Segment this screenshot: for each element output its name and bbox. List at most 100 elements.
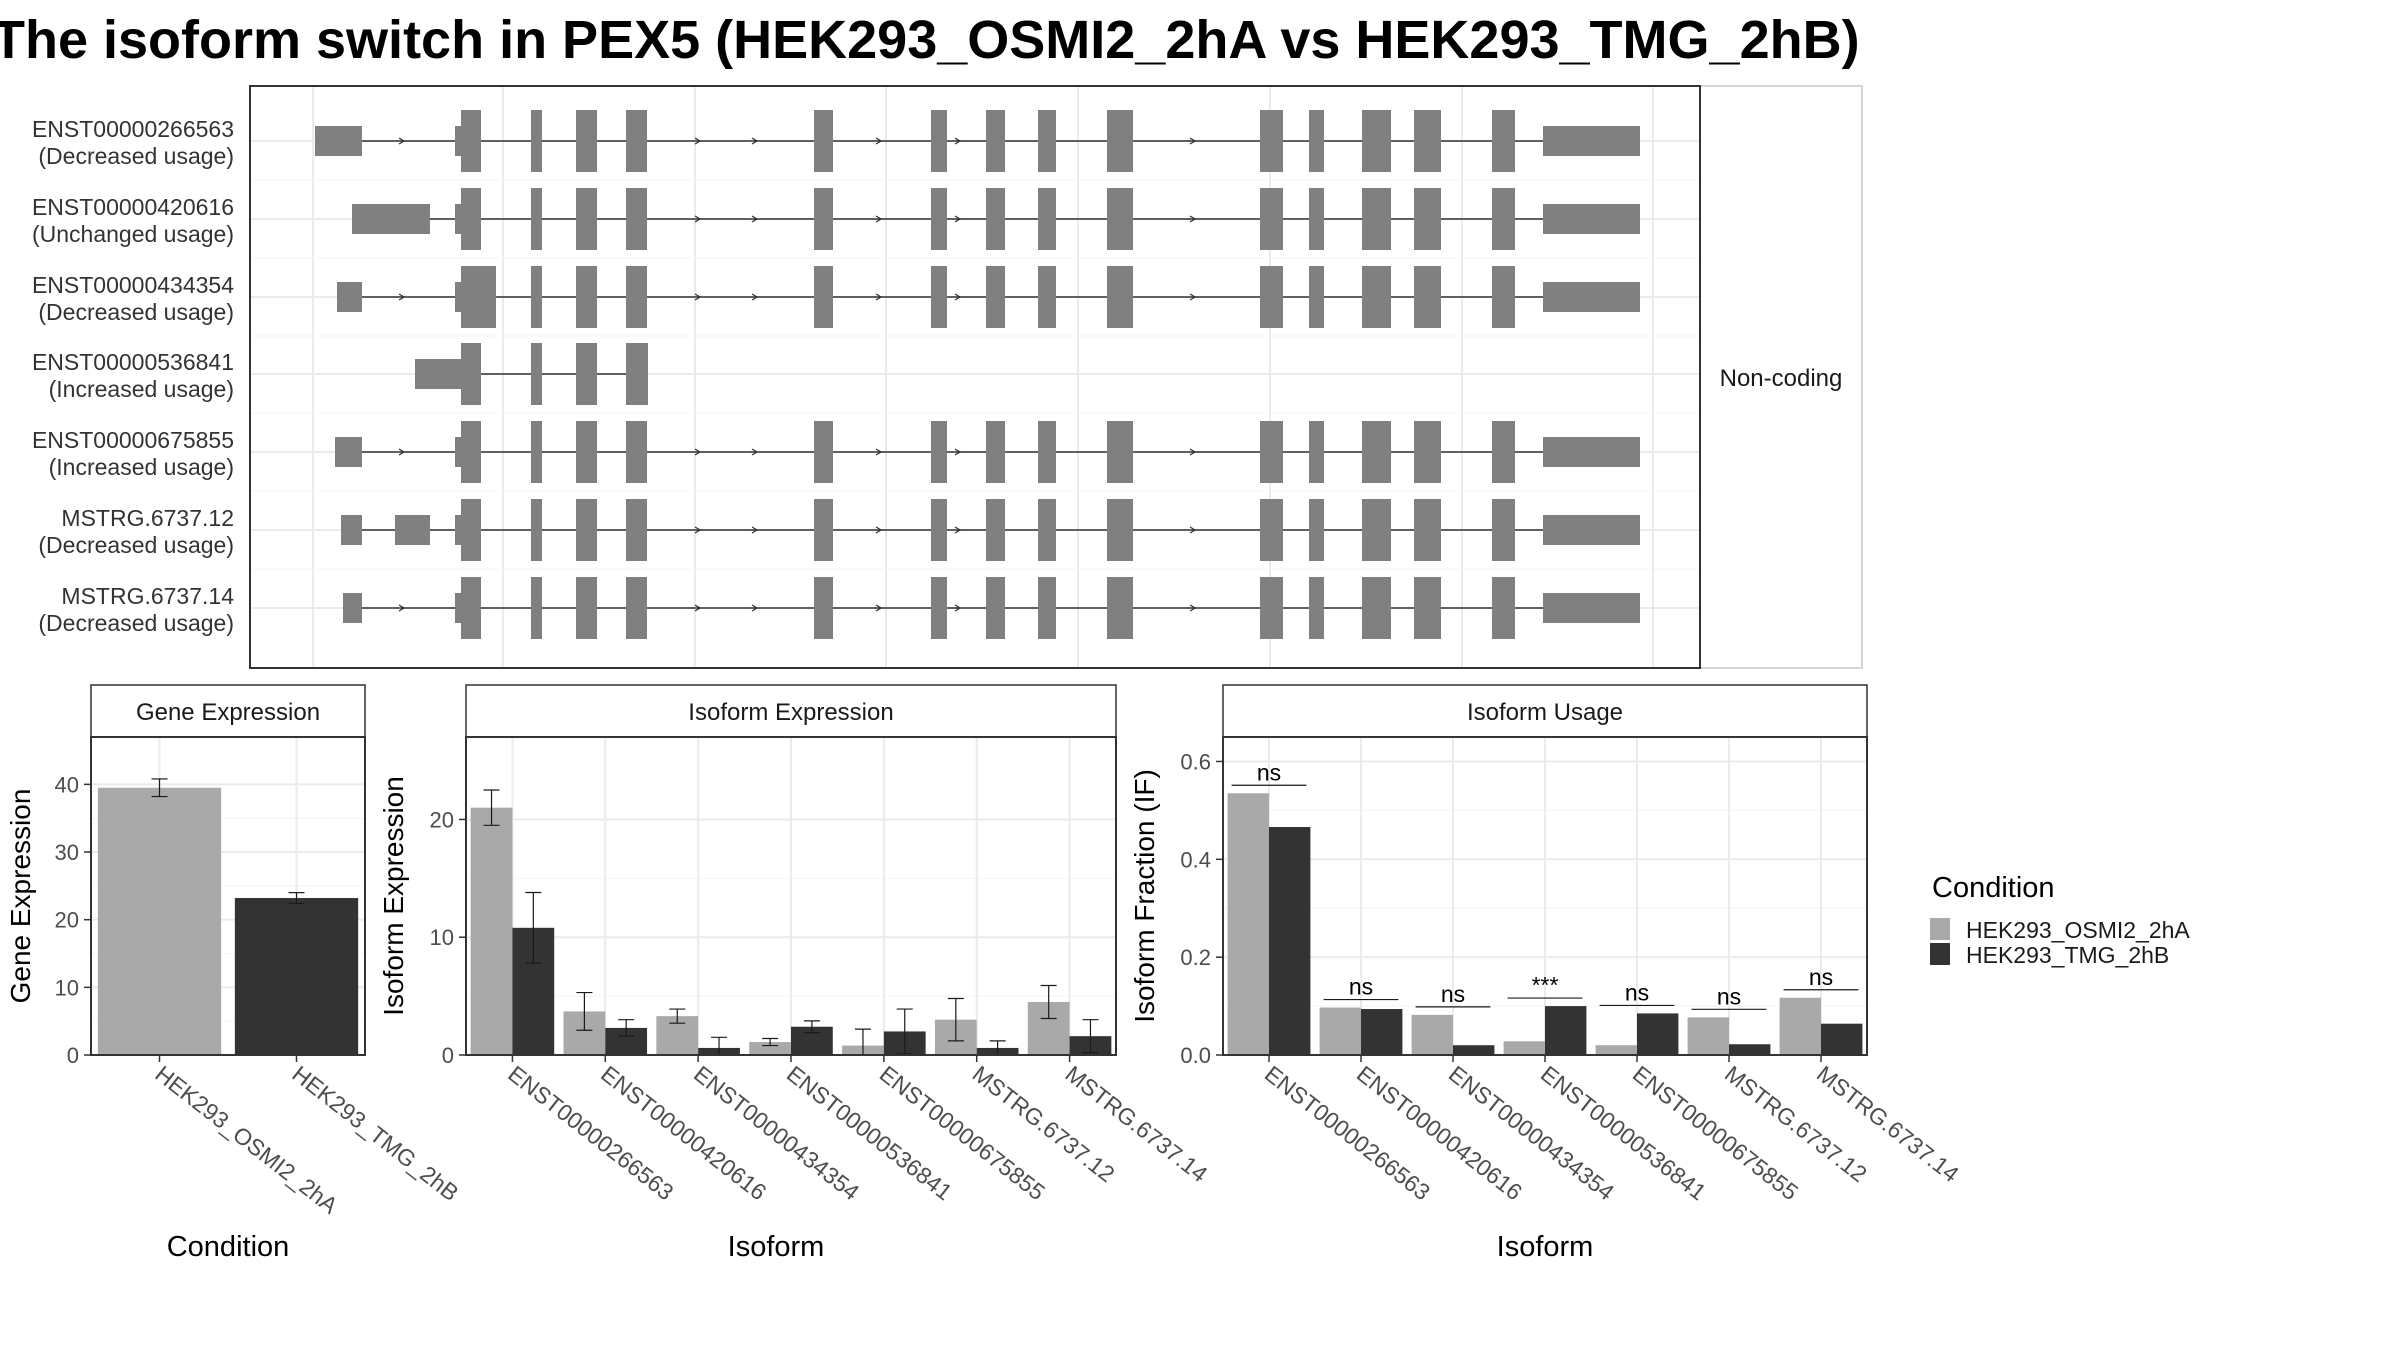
utr-exon (455, 204, 461, 234)
x-tick-label: ENST00000536841 (1536, 1060, 1711, 1205)
coding-exon (931, 188, 947, 250)
intron-arrow (694, 215, 702, 223)
isoform-row-usage: (Decreased usage) (38, 299, 234, 325)
utr-exon (455, 515, 461, 545)
isoform-usage-panel: Isoform Usage ns ENST00000266563 ns ENST0000… (1129, 684, 1964, 1263)
coding-exon (814, 577, 833, 639)
coding-exon (1414, 499, 1441, 561)
legend-swatch-a (1930, 918, 1950, 940)
coding-exon (986, 110, 1005, 172)
intron-arrow (875, 604, 883, 612)
significance-label: ns (1625, 979, 1649, 1005)
panel-border (1222, 736, 1868, 1056)
coding-exon (1492, 110, 1515, 172)
bar (1361, 1009, 1403, 1055)
coding-exon (1260, 499, 1283, 561)
x-tick-label: ENST00000420616 (596, 1060, 771, 1205)
coding-exon (814, 110, 833, 172)
intron-arrow (751, 293, 759, 301)
significance-label: ns (1809, 964, 1833, 990)
utr-exon (455, 593, 461, 623)
coding-exon (1038, 421, 1056, 483)
y-axis-title: Isoform Fraction (IF) (1129, 769, 1160, 1023)
intron-arrow (398, 604, 406, 612)
utr-exon (335, 437, 362, 467)
utr-exon (343, 593, 362, 623)
coding-exon (1492, 266, 1515, 328)
y-axis-title: Gene Expression (5, 789, 36, 1004)
coding-exon (1107, 188, 1133, 250)
coding-exon (626, 499, 647, 561)
significance-label: ns (1717, 983, 1741, 1009)
coding-exon (626, 188, 647, 250)
bar (97, 787, 222, 1055)
coding-exon (576, 188, 597, 250)
coding-exon (1362, 421, 1391, 483)
intron-arrow (954, 137, 962, 145)
coding-exon (461, 110, 481, 172)
utr-exon (1543, 437, 1640, 467)
coding-exon (576, 343, 597, 405)
coding-exon (461, 343, 481, 405)
intron-arrow (1189, 604, 1197, 612)
intron-arrow (1189, 526, 1197, 534)
coding-exon (1492, 499, 1515, 561)
y-tick-label: 10 (430, 925, 454, 950)
coding-exon (531, 266, 542, 328)
bar (470, 807, 513, 1055)
coding-exon (531, 110, 542, 172)
intron-arrow (875, 526, 883, 534)
coding-exon (461, 421, 481, 483)
bar (1453, 1045, 1495, 1055)
isoform-row-id: MSTRG.6737.14 (61, 583, 234, 609)
coding-exon (986, 499, 1005, 561)
y-tick-label: 0.4 (1180, 847, 1211, 872)
utr-exon (455, 282, 461, 312)
bar (234, 898, 359, 1055)
intron-arrow (954, 526, 962, 534)
y-tick-label: 0.6 (1180, 749, 1211, 774)
intron-arrow (875, 448, 883, 456)
coding-exon (1107, 110, 1133, 172)
coding-exon (1260, 110, 1283, 172)
figure-title: The isoform switch in PEX5 (HEK293_OSMI2… (0, 10, 1860, 70)
coding-exon (576, 577, 597, 639)
bar (1503, 1041, 1545, 1055)
isoform-row-id: ENST00000420616 (32, 194, 234, 220)
x-tick-label: ENST00000536841 (782, 1060, 957, 1205)
x-tick-label: ENST00000266563 (1260, 1060, 1435, 1205)
intron-arrow (954, 604, 962, 612)
intron-arrow (875, 215, 883, 223)
x-tick-label: ENST00000266563 (503, 1060, 678, 1205)
x-tick-label: ENST00000675855 (875, 1060, 1050, 1205)
coding-exon (1309, 499, 1324, 561)
coding-exon (1414, 421, 1441, 483)
utr-exon (352, 204, 430, 234)
bar (1319, 1007, 1361, 1055)
bar (1545, 1006, 1587, 1055)
coding-exon (1107, 499, 1133, 561)
panel-strip-title: Isoform Usage (1467, 699, 1623, 726)
coding-exon (1038, 110, 1056, 172)
coding-exon (1038, 188, 1056, 250)
coding-exon (1414, 266, 1441, 328)
coding-exon (1414, 110, 1441, 172)
isoform-row-usage: (Increased usage) (49, 376, 234, 402)
intron-arrow (1189, 293, 1197, 301)
coding-exon (626, 343, 648, 405)
intron-arrow (875, 137, 883, 145)
legend-label-a: HEK293_OSMI2_2hA (1966, 917, 2190, 943)
y-tick-label: 0.2 (1180, 945, 1211, 970)
coding-exon (1492, 188, 1515, 250)
bar (1821, 1023, 1863, 1055)
coding-exon (461, 499, 481, 561)
coding-exon (931, 499, 947, 561)
coding-exon (576, 266, 597, 328)
coding-exon (1309, 110, 1324, 172)
coding-exon (931, 421, 947, 483)
coding-exon (1260, 577, 1283, 639)
side-strip (1699, 85, 1863, 669)
intron-arrow (694, 137, 702, 145)
